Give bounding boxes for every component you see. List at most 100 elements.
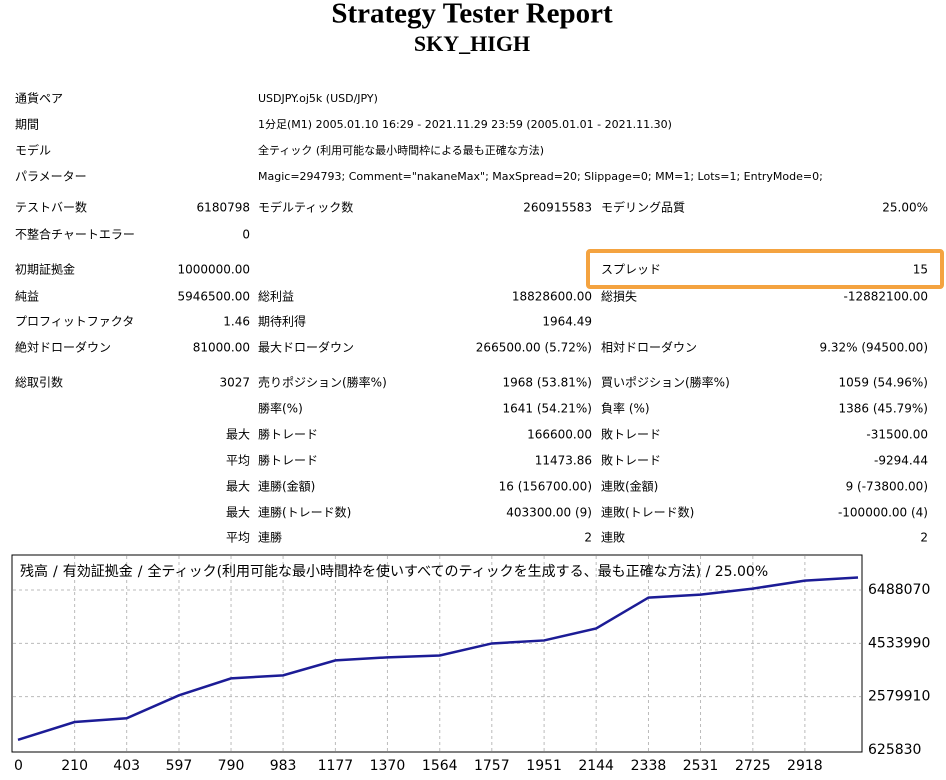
stat-label: 連敗 bbox=[601, 530, 625, 545]
stat-value: 最大 bbox=[226, 506, 250, 520]
legend-equity: 有効証拠金 bbox=[63, 564, 133, 580]
stat-label: 敗トレード bbox=[601, 453, 661, 468]
subtitle: SKY_HIGH bbox=[414, 31, 530, 56]
stat-label: 期待利得 bbox=[258, 314, 306, 329]
stat-value: 3027 bbox=[219, 376, 250, 390]
stat-value: 15 bbox=[913, 263, 928, 277]
stat-label: 敗トレード bbox=[601, 427, 661, 442]
chart-caption: 全ティック(利用可能な最小時間枠を使いすべてのティックを生成する、最も正確な方法… bbox=[147, 563, 768, 580]
y-tick-label: 2579910 bbox=[868, 689, 930, 705]
x-tick-label: 0 bbox=[14, 758, 23, 774]
y-tick-label: 6488070 bbox=[868, 582, 930, 598]
stat-label: スプレッド bbox=[601, 263, 661, 277]
stat-label: 勝トレード bbox=[258, 453, 318, 468]
stat-value: 260915583 bbox=[523, 201, 592, 215]
stat-label: 連勝 bbox=[258, 530, 282, 545]
x-tick-label: 1951 bbox=[526, 758, 562, 774]
stat-value: 9 (-73800.00) bbox=[846, 480, 928, 494]
stat-label: 最大ドローダウン bbox=[258, 340, 354, 355]
stat-value: 266500.00 (5.72%) bbox=[476, 341, 592, 355]
stat-value: 1964.49 bbox=[542, 315, 592, 329]
stat-value: 9.32% (94500.00) bbox=[819, 341, 928, 355]
stat-value: 1.46 bbox=[223, 315, 250, 329]
chart-frame bbox=[11, 554, 863, 753]
stat-value: -12882100.00 bbox=[844, 290, 929, 304]
info-label: 通貨ペア bbox=[15, 91, 63, 106]
info-label: パラメーター bbox=[15, 170, 87, 184]
x-tick-label: 1177 bbox=[318, 758, 354, 774]
stat-label: 連勝(金額) bbox=[258, 479, 315, 494]
stat-value: 1641 (54.21%) bbox=[503, 402, 592, 416]
x-tick-label: 210 bbox=[61, 758, 88, 774]
stat-value: 11473.86 bbox=[535, 454, 592, 468]
x-tick-label: 2531 bbox=[683, 758, 719, 774]
x-tick-label: 983 bbox=[270, 758, 297, 774]
stat-value: 6180798 bbox=[197, 201, 250, 215]
info-value: 1分足(M1) 2005.01.10 16:29 - 2021.11.29 23… bbox=[258, 118, 672, 131]
stat-label: 連敗(トレード数) bbox=[601, 505, 694, 520]
legend-separator: / bbox=[138, 564, 143, 580]
stat-value: -9294.44 bbox=[874, 454, 928, 468]
x-tick-label: 2338 bbox=[631, 758, 667, 774]
stat-value: 25.00% bbox=[882, 201, 928, 215]
stat-value: 1968 (53.81%) bbox=[503, 376, 592, 390]
stat-value: 最大 bbox=[226, 428, 250, 442]
stat-value: -100000.00 (4) bbox=[838, 506, 928, 520]
stat-value: -31500.00 bbox=[866, 428, 928, 442]
x-tick-label: 1757 bbox=[474, 758, 510, 774]
stat-label: 負率 (%) bbox=[601, 401, 650, 416]
stat-value: 1000000.00 bbox=[177, 263, 250, 277]
stat-label: プロフィットファクタ bbox=[15, 315, 134, 329]
stat-label: モデリング品質 bbox=[601, 200, 685, 215]
stat-label: 総取引数 bbox=[15, 375, 63, 390]
y-tick-label: 4533990 bbox=[868, 635, 930, 651]
stat-label: 勝率(%) bbox=[258, 401, 303, 416]
y-tick-label: 625830 bbox=[868, 742, 921, 758]
info-value: Magic=294793; Comment="nakaneMax"; MaxSp… bbox=[258, 170, 823, 183]
stat-value: 平均 bbox=[226, 531, 250, 545]
x-tick-label: 2918 bbox=[787, 758, 823, 774]
stat-label: 勝トレード bbox=[258, 427, 318, 442]
info-value: USDJPY.oj5k (USD/JPY) bbox=[258, 92, 378, 105]
highlight-box bbox=[586, 249, 944, 289]
stat-label: 相対ドローダウン bbox=[601, 340, 697, 355]
stat-value: 81000.00 bbox=[193, 341, 250, 355]
stat-label: 絶対ドローダウン bbox=[15, 340, 111, 355]
stat-value: 5946500.00 bbox=[177, 290, 250, 304]
stat-value: 2 bbox=[920, 531, 928, 545]
x-tick-label: 597 bbox=[166, 758, 193, 774]
stat-label: 不整合チャートエラー bbox=[15, 227, 135, 242]
stat-label: 純益 bbox=[15, 290, 39, 304]
x-tick-label: 403 bbox=[113, 758, 140, 774]
legend-separator: / bbox=[53, 564, 58, 580]
stat-value: 最大 bbox=[226, 480, 250, 494]
title: Strategy Tester Report bbox=[331, 0, 613, 30]
stat-value: 18828600.00 bbox=[512, 290, 592, 304]
stat-label: テストバー数 bbox=[15, 200, 87, 215]
legend-balance: 残高 bbox=[20, 563, 48, 580]
stat-value: 403300.00 (9) bbox=[506, 506, 592, 520]
balance-line bbox=[17, 576, 859, 741]
info-value: 全ティック (利用可能な最小時間枠による最も正確な方法) bbox=[258, 143, 544, 157]
x-tick-label: 790 bbox=[218, 758, 245, 774]
stat-label: 初期証拠金 bbox=[15, 262, 75, 277]
stat-label: モデルティック数 bbox=[258, 200, 353, 215]
stat-value: 166600.00 bbox=[527, 428, 592, 442]
x-tick-label: 2725 bbox=[735, 758, 771, 774]
info-label: モデル bbox=[15, 143, 51, 158]
stat-value: 平均 bbox=[226, 454, 250, 468]
stat-value: 2 bbox=[584, 531, 592, 545]
x-tick-label: 2144 bbox=[578, 758, 614, 774]
stat-value: 1386 (45.79%) bbox=[839, 402, 928, 416]
stat-label: 連敗(金額) bbox=[601, 479, 658, 494]
info-label: 期間 bbox=[15, 118, 39, 132]
stat-label: 買いポジション(勝率%) bbox=[601, 375, 730, 390]
stat-value: 16 (156700.00) bbox=[499, 480, 592, 494]
stat-label: 総損失 bbox=[601, 289, 637, 304]
stat-label: 連勝(トレード数) bbox=[258, 505, 351, 520]
stat-label: 総利益 bbox=[258, 290, 294, 304]
stat-value: 1059 (54.96%) bbox=[839, 376, 928, 390]
stat-value: 0 bbox=[242, 228, 250, 242]
x-tick-label: 1564 bbox=[422, 758, 458, 774]
